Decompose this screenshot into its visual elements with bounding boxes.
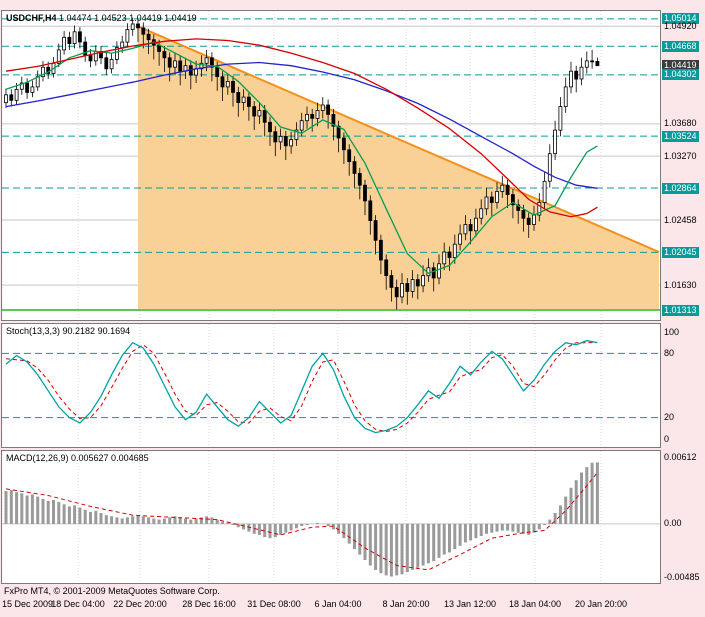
time-label: 18 Dec 04:00 [51, 599, 105, 609]
ma-red-line [5, 38, 598, 218]
main-chart-panel[interactable]: USDCHF,H4 1.04474 1.04523 1.04419 1.0441… [1, 10, 661, 321]
time-label: 15 Dec 2009 [2, 599, 54, 609]
trend-channel-fill [138, 26, 659, 311]
price-label: 1.02045 [662, 246, 699, 258]
stoch-scale-label: 100 [664, 326, 680, 337]
price-label: 1.03680 [664, 118, 697, 129]
candles-layer [4, 17, 600, 310]
time-label: 8 Jan 20:00 [382, 599, 430, 609]
price-label: 1.04419 [662, 60, 699, 72]
chart-title: USDCHF,H4 1.04474 1.04523 1.04419 1.0441… [6, 13, 197, 23]
time-axis[interactable]: 15 Dec 2009 18 Dec 04:00 22 Dec 20:00 28 De… [0, 599, 705, 613]
price-label: 1.01313 [662, 304, 699, 316]
price-label: 1.03270 [664, 150, 697, 161]
macd-scale-label: 0.00 [664, 518, 682, 529]
chart-symbol-period: USDCHF,H4 [6, 13, 57, 23]
price-label: 1.03524 [662, 130, 699, 142]
ma-green-line [5, 41, 598, 275]
stochastic-canvas[interactable] [2, 324, 660, 447]
macd-scale-label: 0.00612 [664, 451, 697, 462]
time-label: 20 Jan 20:00 [574, 599, 628, 609]
stochastic-label: Stoch(13,3,3) 90.2182 90.1694 [6, 326, 131, 336]
price-label: 1.05014 [662, 13, 699, 25]
time-label: 6 Jan 04:00 [314, 599, 362, 609]
time-label: 22 Dec 20:00 [113, 599, 167, 609]
price-label: 1.04668 [662, 40, 699, 52]
copyright-note: FxPro MT4, © 2001-2009 MetaQuotes Softwa… [4, 586, 220, 596]
macd-panel[interactable]: MACD(12,26,9) 0.005627 0.004685 [1, 450, 661, 584]
price-label: 1.01630 [664, 279, 697, 290]
time-label: 31 Dec 08:00 [247, 599, 301, 609]
stoch-main-line [5, 339, 598, 434]
price-axis[interactable]: 1.05014 1.04920 1.04668 1.04419 1.04302 1.036… [661, 0, 705, 617]
macd-scale-label: -0.00485 [664, 571, 700, 582]
macd-canvas[interactable] [2, 451, 660, 583]
stoch-signal-line [5, 342, 598, 433]
macd-signal-line [5, 472, 598, 571]
time-label: 18 Jan 04:00 [508, 599, 562, 609]
main-chart-canvas[interactable] [2, 11, 660, 320]
price-label: 1.04302 [662, 69, 699, 81]
ma-blue-line [5, 61, 598, 189]
price-label: 1.02458 [664, 214, 697, 225]
stochastic-panel[interactable]: Stoch(13,3,3) 90.2182 90.1694 [1, 323, 661, 448]
price-label: 1.04920 [664, 20, 697, 31]
stoch-scale-label: 0 [664, 433, 670, 444]
time-label: 13 Jan 12:00 [443, 599, 497, 609]
time-label: 28 Dec 16:00 [182, 599, 236, 609]
stoch-scale-label: 80 [664, 347, 675, 358]
chart-ohlc-values: 1.04474 1.04523 1.04419 1.04419 [59, 13, 197, 23]
price-label: 1.02864 [662, 182, 699, 194]
stoch-scale-label: 20 [664, 412, 675, 423]
macd-histogram [4, 462, 599, 577]
macd-label: MACD(12,26,9) 0.005627 0.004685 [6, 453, 149, 463]
